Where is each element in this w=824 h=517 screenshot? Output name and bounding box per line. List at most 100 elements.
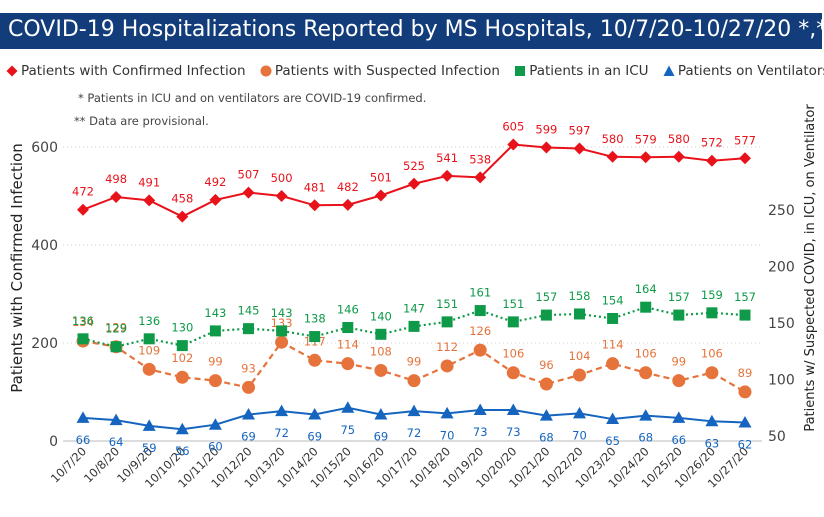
diamond-marker [705,154,718,167]
data-label-confirmed: 498 [105,172,127,186]
triangle-marker [76,411,90,423]
data-label-confirmed: 580 [602,132,624,146]
data-label-vent: 56 [175,444,190,458]
square-marker [474,305,486,317]
legend-item-icu[interactable]: Patients in an ICU [514,63,649,79]
circle-marker [473,343,487,357]
data-label-vent: 69 [307,430,322,444]
circle-marker [308,353,322,367]
square-marker [640,301,652,313]
diamond-marker [672,150,685,163]
legend-label-icu: Patients in an ICU [529,63,649,79]
diamond-marker [110,190,123,203]
data-label-confirmed: 541 [436,151,458,165]
data-label-vent: 65 [605,434,620,448]
data-label-suspected: 108 [370,344,392,358]
square-marker [375,328,387,340]
data-label-icu: 147 [403,301,425,315]
legend-item-suspected[interactable]: Patients with Suspected Infection [260,63,500,79]
square-marker [209,325,221,337]
data-label-suspected: 106 [635,347,657,361]
data-label-vent: 70 [572,428,587,442]
data-label-vent: 64 [109,435,124,449]
data-label-icu: 136 [72,314,94,328]
legend-label-confirmed: Patients with Confirmed Infection [21,63,246,79]
data-label-confirmed: 501 [370,171,392,185]
square-marker [276,325,288,337]
triangle-marker [639,409,653,421]
circle-marker [374,363,388,377]
data-label-vent: 59 [142,441,157,455]
square-marker [77,333,89,345]
data-label-vent: 72 [274,426,289,440]
triangle-marker [407,404,421,417]
diamond-marker [606,150,619,163]
diamond-marker [739,152,751,165]
x-tick-label: 10/8/20 [81,444,122,485]
circle-marker [407,374,421,388]
legend: Patients with Confirmed Infection Patien… [6,63,824,83]
circle-marker [142,362,156,376]
diamond-marker [209,193,222,206]
legend-item-vent[interactable]: Patients on Ventilators [663,63,824,79]
diamond-marker [341,198,354,211]
legend-label-vent: Patients on Ventilators [677,63,824,79]
data-label-icu: 145 [238,304,260,318]
data-label-confirmed: 525 [403,159,425,173]
circle-marker [175,370,189,384]
data-label-confirmed: 500 [271,171,293,185]
note-icu-vent: * Patients in ICU and on ventilators are… [78,91,427,105]
square-marker [176,340,188,352]
title-bar: COVID-19 Hospitalizations Reported by MS… [0,0,824,49]
triangle-marker [308,408,322,420]
diamond-marker-icon [6,65,18,77]
square-marker [143,333,155,345]
y-right-tick-label: 100 [768,373,795,389]
triangle-marker [208,418,222,430]
square-marker-icon [515,66,526,76]
triangle-marker [672,411,686,423]
data-label-suspected: 134 [72,315,94,329]
data-label-vent: 62 [738,437,753,451]
data-label-vent: 68 [638,431,653,445]
x-tick-label: 10/7/20 [48,444,89,485]
triangle-marker [341,401,355,413]
diamond-marker [507,138,520,151]
y-right-tick-label: 250 [768,203,795,219]
circle-marker [506,366,520,380]
data-label-vent: 72 [407,426,422,440]
data-label-vent: 75 [340,423,355,437]
diamond-marker [374,189,387,202]
square-marker [706,307,718,319]
data-label-suspected: 93 [241,361,256,375]
y-right-tick-label: 200 [768,260,795,276]
triangle-marker-icon [663,65,675,76]
triangle-marker [539,409,553,421]
data-label-icu: 130 [171,321,193,335]
data-label-suspected: 129 [105,321,127,335]
data-label-icu: 136 [138,314,160,328]
legend-item-confirmed[interactable]: Patients with Confirmed Infection [6,63,246,79]
square-marker [673,309,685,321]
data-label-suspected: 114 [602,338,624,352]
note-provisional: ** Data are provisional. [74,114,209,128]
data-label-vent: 73 [506,425,521,439]
y-left-tick-label: 200 [31,336,58,352]
circle-marker [573,368,586,382]
square-marker [507,316,519,328]
data-label-suspected: 99 [208,355,223,369]
data-label-confirmed: 577 [734,133,756,147]
diamond-marker [77,203,89,216]
data-label-confirmed: 597 [569,123,591,137]
triangle-marker [440,406,454,419]
data-label-icu: 143 [204,306,226,320]
circle-marker [440,359,454,373]
data-label-vent: 60 [208,440,223,454]
data-label-confirmed: 482 [337,180,359,194]
data-label-confirmed: 507 [238,168,260,182]
triangle-marker [738,415,752,428]
data-label-suspected: 106 [701,347,723,361]
data-label-confirmed: 599 [535,122,557,136]
y-left-tick-label: 400 [31,238,58,254]
data-label-icu: 151 [436,297,458,311]
